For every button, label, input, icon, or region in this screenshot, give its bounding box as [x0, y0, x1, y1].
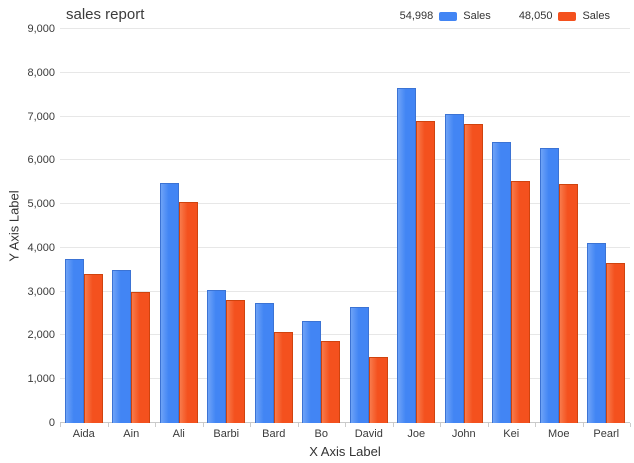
gridline-7000: [60, 115, 630, 117]
legend-item-sales-blue[interactable]: 54,998 Sales: [400, 10, 491, 22]
bar-orange-john[interactable]: [463, 124, 483, 423]
chart-title: sales report: [66, 6, 145, 23]
axis-tickmark: [155, 423, 156, 427]
bar-group-moe: [535, 29, 583, 423]
x-tick-label-ali: Ali: [172, 428, 185, 440]
axis-tickmark: [582, 423, 584, 427]
bar-blue-david[interactable]: [349, 307, 369, 423]
axis-tickmark: [297, 423, 299, 427]
bar-orange-kei[interactable]: [511, 181, 531, 423]
bar-group-david: [345, 29, 393, 423]
x-tick-label-moe: Moe: [548, 428, 570, 440]
x-tick-label-barbi: Barbi: [213, 428, 240, 440]
x-tick-label-aida: Aida: [72, 428, 95, 440]
axis-tickmark: [345, 423, 346, 427]
y-tick-label-8000: 8,000: [27, 66, 55, 79]
bar-orange-bo[interactable]: [321, 340, 341, 423]
y-tick-label-9000: 9,000: [27, 23, 55, 35]
legend: 54,998 Sales 48,050 Sales: [400, 10, 610, 22]
bar-blue-pearl[interactable]: [587, 242, 607, 423]
bar-blue-john[interactable]: [444, 114, 464, 423]
legend-total-blue: 54,998: [399, 10, 434, 22]
bar-orange-barbi[interactable]: [226, 300, 246, 423]
x-tick-label-ain: Ain: [123, 428, 140, 440]
x-tick-label-pearl: Pearl: [593, 428, 620, 440]
axis-tickmark: [107, 423, 109, 427]
bar-blue-ain[interactable]: [112, 269, 132, 423]
bar-orange-ain[interactable]: [131, 291, 151, 423]
x-tick-label-david: David: [354, 428, 383, 440]
bar-group-joe: [393, 29, 441, 423]
bar-orange-aida[interactable]: [83, 274, 103, 423]
axis-tickmark: [60, 423, 61, 427]
bar-orange-david[interactable]: [368, 357, 388, 423]
legend-item-sales-orange[interactable]: 48,050 Sales: [519, 10, 610, 22]
bar-group-ain: [108, 29, 156, 423]
axis-tickmark: [630, 423, 631, 427]
bar-blue-aida[interactable]: [64, 258, 84, 423]
gridline-5000: [60, 203, 630, 205]
axis-tickmark: [535, 423, 536, 427]
gridline-6000: [60, 159, 630, 161]
x-tick-label-joe: Joe: [407, 428, 426, 440]
gridline-1000: [60, 378, 630, 380]
bar-blue-bo[interactable]: [302, 321, 322, 423]
bar-group-barbi: [203, 29, 251, 423]
y-tick-label-6000: 6,000: [27, 154, 55, 167]
bar-blue-moe[interactable]: [539, 147, 559, 423]
gridline-4000: [60, 246, 630, 248]
plot-area: [60, 28, 630, 423]
bar-orange-pearl[interactable]: [606, 263, 626, 423]
y-tick-label-4000: 4,000: [27, 241, 55, 254]
bar-orange-moe[interactable]: [558, 184, 578, 423]
y-tick-label-7000: 7,000: [27, 110, 55, 123]
axis-tickmark: [250, 423, 251, 427]
bar-group-pearl: [583, 29, 631, 423]
bar-group-kei: [488, 29, 536, 423]
bar-group-bo: [298, 29, 346, 423]
bar-blue-ali[interactable]: [159, 182, 179, 423]
y-tick-label-5000: 5,000: [27, 198, 55, 211]
gridline-8000: [60, 71, 630, 73]
y-axis-ticks: 0 1,000 2,000 3,000 4,000 5,000 6,000 7,000 8,00…: [0, 23, 55, 429]
legend-swatch-orange-icon: [558, 11, 577, 21]
gridline-0: [60, 422, 630, 423]
bar-group-john: [440, 29, 488, 423]
gridline-9000: [60, 28, 630, 29]
x-tick-label-john: John: [451, 428, 476, 440]
x-axis-title: X Axis Label: [309, 444, 381, 459]
bar-blue-joe[interactable]: [397, 87, 417, 423]
gridline-2000: [60, 334, 630, 336]
legend-total-orange: 48,050: [518, 10, 553, 22]
bar-orange-joe[interactable]: [416, 120, 436, 423]
axis-tickmark: [440, 423, 441, 427]
bar-group-aida: [60, 29, 108, 423]
y-tick-label-1000: 1,000: [27, 373, 55, 386]
x-axis-tick-labels: Aida Ain Ali Barbi Bard Bo David Joe John Kei Moe P…: [60, 428, 630, 440]
legend-swatch-blue-icon: [439, 11, 458, 21]
bar-blue-kei[interactable]: [492, 142, 512, 423]
legend-label-orange: Sales: [582, 10, 610, 22]
x-axis-tickmarks: [60, 423, 631, 428]
x-tick-label-kei: Kei: [503, 428, 520, 440]
bar-group-ali: [155, 29, 203, 423]
axis-tickmark: [487, 423, 489, 427]
bar-orange-ali[interactable]: [178, 202, 198, 423]
bar-blue-barbi[interactable]: [207, 290, 227, 423]
axis-tickmark: [392, 423, 394, 427]
axis-tickmark: [202, 423, 204, 427]
bar-groups: [60, 29, 630, 423]
bar-blue-bard[interactable]: [254, 303, 274, 423]
x-tick-label-bo: Bo: [314, 428, 328, 440]
bar-orange-bard[interactable]: [273, 331, 293, 423]
y-axis-title: Y Axis Label: [6, 190, 22, 262]
y-tick-label-3000: 3,000: [27, 285, 55, 298]
gridline-3000: [60, 290, 630, 292]
y-tick-label-2000: 2,000: [27, 329, 55, 342]
x-tick-label-bard: Bard: [262, 428, 286, 440]
bar-group-bard: [250, 29, 298, 423]
legend-label-blue: Sales: [463, 10, 491, 22]
y-tick-label-0: 0: [48, 417, 55, 429]
